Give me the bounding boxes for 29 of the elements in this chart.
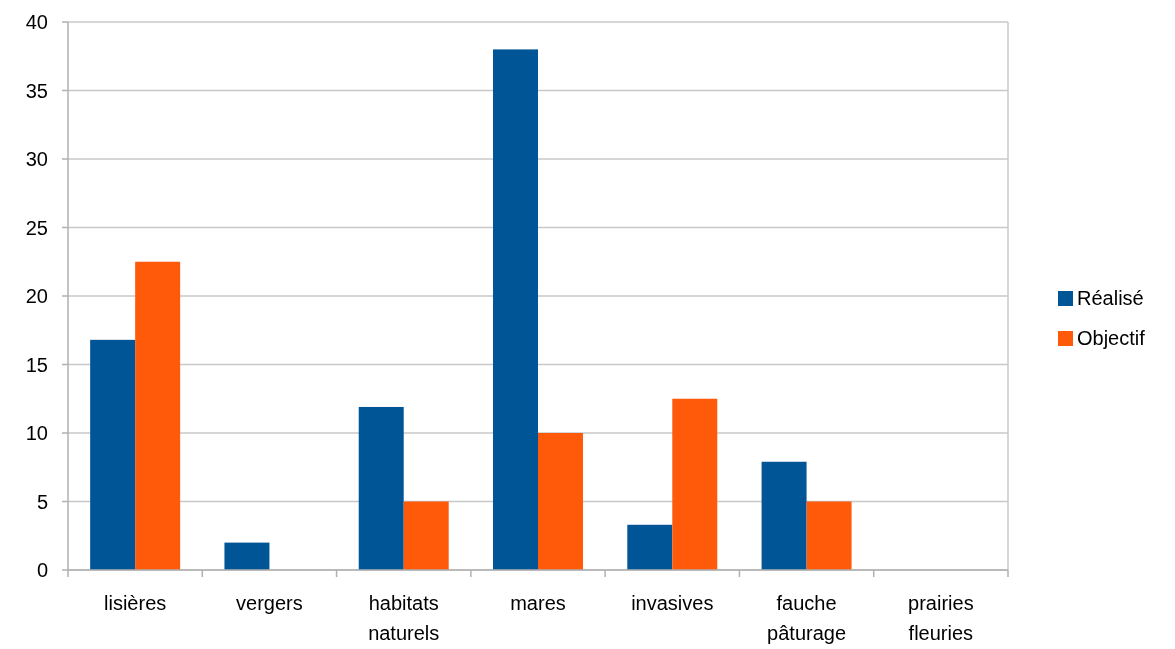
bar bbox=[761, 461, 807, 570]
y-tick-label: 35 bbox=[25, 79, 48, 102]
bar bbox=[806, 501, 852, 570]
bar bbox=[627, 524, 673, 570]
bar bbox=[493, 49, 538, 570]
x-tick-label: habitats naturels bbox=[368, 592, 440, 644]
x-tick-label: prairies fleuries bbox=[908, 592, 974, 644]
legend-label: Objectif bbox=[1077, 327, 1146, 349]
bar bbox=[358, 406, 404, 570]
x-tick-label: invasives bbox=[631, 592, 714, 614]
y-tick-label: 20 bbox=[25, 285, 48, 307]
y-tick-label: 40 bbox=[25, 11, 48, 33]
y-tick-label: 5 bbox=[36, 490, 48, 513]
x-tick-label: vergers bbox=[236, 592, 303, 614]
bar bbox=[403, 501, 449, 570]
y-tick-label: 15 bbox=[25, 353, 48, 376]
bar bbox=[224, 542, 270, 570]
y-tick-label: 10 bbox=[25, 422, 48, 444]
y-tick-label: 0 bbox=[36, 559, 48, 581]
x-tick-label: lisières bbox=[104, 592, 167, 614]
bar bbox=[135, 261, 181, 570]
x-tick-label: mares bbox=[510, 592, 566, 614]
bar bbox=[672, 398, 718, 570]
legend-label: Réalisé bbox=[1077, 287, 1144, 309]
bar bbox=[90, 339, 136, 570]
y-tick-label: 25 bbox=[25, 216, 48, 239]
y-tick-label: 30 bbox=[25, 148, 48, 170]
x-tick-label: fauche pâturage bbox=[767, 592, 847, 644]
bar bbox=[538, 433, 583, 570]
